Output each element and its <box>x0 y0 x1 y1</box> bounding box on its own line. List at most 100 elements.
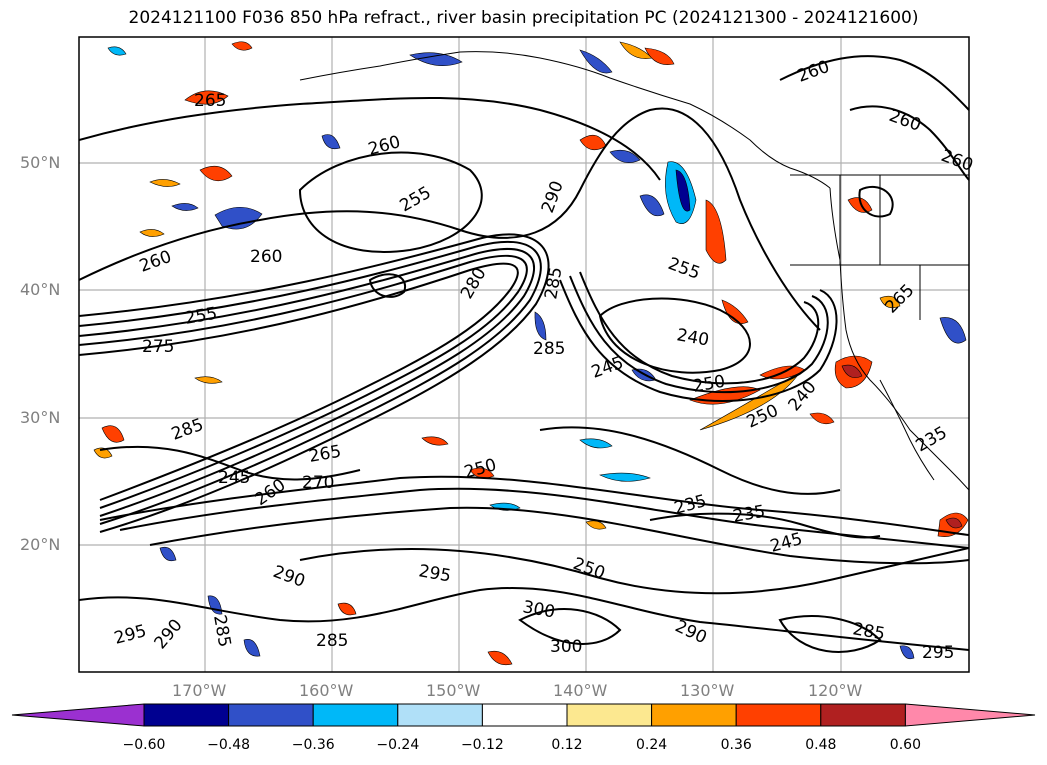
contour-line <box>79 240 542 525</box>
pc-patch <box>809 412 835 425</box>
map-frame <box>78 36 970 673</box>
contour-line <box>149 506 969 565</box>
contour-line <box>598 297 751 374</box>
pc-patch <box>847 197 873 213</box>
colorbar-segment <box>481 703 568 727</box>
contour-line <box>99 475 969 536</box>
contour-label: 285 <box>316 631 348 651</box>
pc-patch <box>899 645 915 660</box>
colorbar-segment <box>566 703 653 727</box>
contour-line <box>779 55 969 111</box>
colorbar-segment <box>820 703 906 727</box>
colorbar-segment <box>397 703 483 727</box>
contour-line <box>559 279 838 402</box>
contour-line <box>79 96 661 181</box>
pc-patch <box>675 169 691 212</box>
lon-label-120w: 120°W <box>808 681 863 700</box>
pc-patch <box>149 179 181 187</box>
precip-pc-shading <box>93 41 969 666</box>
colorbar-tick: −0.12 <box>460 737 504 753</box>
pc-patch <box>579 438 613 449</box>
pc-patch <box>409 52 463 67</box>
contour-label: 270 <box>302 473 334 493</box>
pc-patch <box>939 317 967 344</box>
colorbar-segment <box>651 703 737 727</box>
pc-patch <box>199 165 233 182</box>
colorbar-segment <box>312 703 399 727</box>
pc-patch <box>945 517 963 529</box>
colorbar-over-arrow <box>904 703 1036 727</box>
pc-patch <box>101 425 125 443</box>
colorbar-tick: 0.48 <box>805 737 837 753</box>
colorbar-tick: 0.24 <box>636 737 668 753</box>
colorbar-tick: −0.60 <box>122 737 166 753</box>
contour-line <box>99 445 361 481</box>
colorbar <box>11 703 1036 727</box>
pc-patch <box>599 472 651 482</box>
contour-line <box>298 151 483 253</box>
contour-label: 245 <box>218 468 250 488</box>
pc-patch <box>337 602 357 616</box>
contour-line <box>368 273 407 298</box>
colorbar-tick: 0.12 <box>551 737 583 753</box>
pc-patch <box>469 467 495 479</box>
colorbar-segment <box>735 703 822 727</box>
contour-line <box>119 487 969 549</box>
pc-patch <box>487 650 513 666</box>
lon-label-150w: 150°W <box>426 681 481 700</box>
pc-patch <box>639 194 665 217</box>
colorbar-tick: 0.36 <box>720 737 752 753</box>
baja-coastline <box>879 379 935 481</box>
pc-patch <box>107 46 127 56</box>
contour-line <box>778 615 882 653</box>
colorbar-segment <box>143 703 230 727</box>
contour-line <box>539 426 841 495</box>
pc-patch <box>159 546 177 562</box>
pc-patch <box>705 199 727 264</box>
contour-line <box>79 248 535 517</box>
pc-patch <box>421 436 449 446</box>
colorbar-tick: −0.24 <box>376 737 420 753</box>
colorbar-tick: −0.48 <box>207 737 251 753</box>
contour-line <box>299 547 969 595</box>
contour-line <box>858 185 894 218</box>
pc-patch <box>243 639 261 657</box>
contour-line <box>79 233 550 533</box>
coastlines <box>299 51 969 491</box>
pc-patch <box>841 364 863 378</box>
state-borders <box>790 175 969 320</box>
pc-patch <box>321 134 341 150</box>
chart-title: 2024121100 F036 850 hPa refract., river … <box>128 8 919 28</box>
lat-label-50n: 50°N <box>20 153 61 172</box>
contour-line <box>569 275 829 394</box>
colorbar-under-arrow <box>11 703 145 727</box>
lon-label-160w: 160°W <box>299 681 354 700</box>
pc-patch <box>93 447 113 459</box>
pc-patch <box>139 229 165 237</box>
contour-label: 300 <box>550 637 582 657</box>
contour-label: 295 <box>922 643 954 663</box>
lat-label-40n: 40°N <box>20 280 61 299</box>
lat-label-20n: 20°N <box>20 535 61 554</box>
contour-label: 285 <box>533 339 565 359</box>
contour-line <box>79 262 519 501</box>
pc-patch <box>609 149 641 163</box>
colorbar-tick: −0.36 <box>291 737 335 753</box>
pc-patch <box>579 49 613 74</box>
lon-label-170w: 170°W <box>172 681 227 700</box>
contour-label: 275 <box>142 337 174 357</box>
pc-patch <box>534 311 547 341</box>
lat-label-30n: 30°N <box>20 408 61 427</box>
contour-line <box>518 608 622 645</box>
map-background <box>79 37 969 672</box>
pc-patch <box>879 295 901 309</box>
contour-line <box>649 512 881 539</box>
contour-line <box>79 254 528 509</box>
contour-label: 265 <box>194 91 226 111</box>
contour-line <box>579 271 820 385</box>
refractivity-contours <box>79 55 969 653</box>
pc-patch <box>214 206 263 230</box>
pc-patch <box>644 47 675 65</box>
contour-line <box>79 107 821 331</box>
contour-label: 260 <box>250 247 282 267</box>
